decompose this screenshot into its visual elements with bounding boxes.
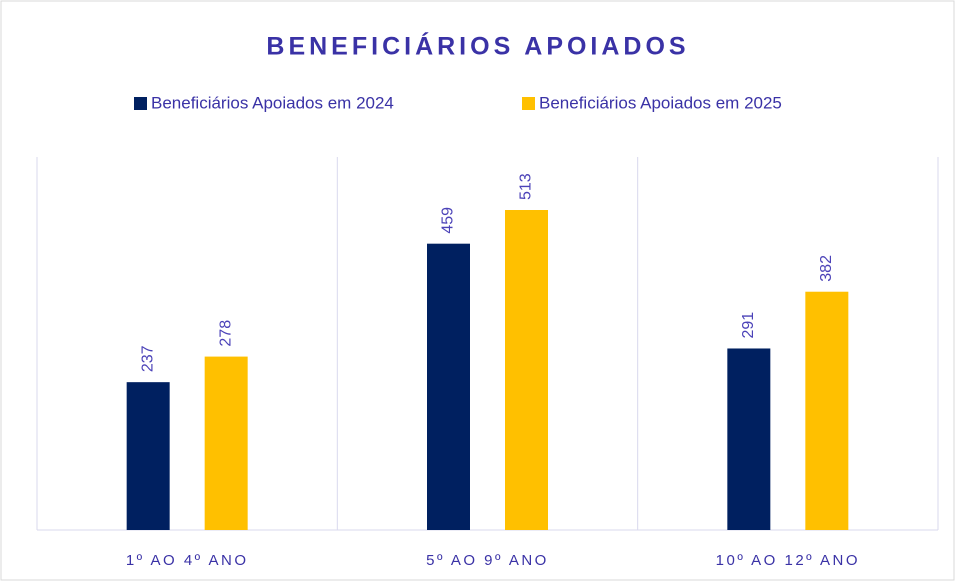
- bar: [805, 291, 849, 530]
- chart-title: BENEFICIÁRIOS APOIADOS: [266, 32, 689, 61]
- data-label: 513: [518, 173, 535, 200]
- legend-swatch: [522, 97, 535, 110]
- bar: [505, 210, 548, 530]
- data-label: 237: [139, 345, 156, 372]
- legend-label: Beneficiários Apoiados em 2025: [539, 93, 782, 112]
- legend-label: Beneficiários Apoiados em 2024: [151, 93, 394, 112]
- legend-swatch: [134, 97, 147, 110]
- bar: [126, 382, 170, 530]
- bar: [204, 356, 248, 530]
- x-tick-label: 5º AO 9º ANO: [426, 552, 549, 569]
- bar: [727, 348, 771, 530]
- x-tick-label: 1º AO 4º ANO: [126, 552, 249, 569]
- data-label: 382: [818, 255, 835, 282]
- data-label: 291: [740, 312, 757, 339]
- x-tick-label: 10º AO 12º ANO: [716, 552, 860, 569]
- bar: [427, 243, 470, 530]
- data-label: 278: [217, 320, 234, 347]
- data-label: 459: [440, 207, 457, 234]
